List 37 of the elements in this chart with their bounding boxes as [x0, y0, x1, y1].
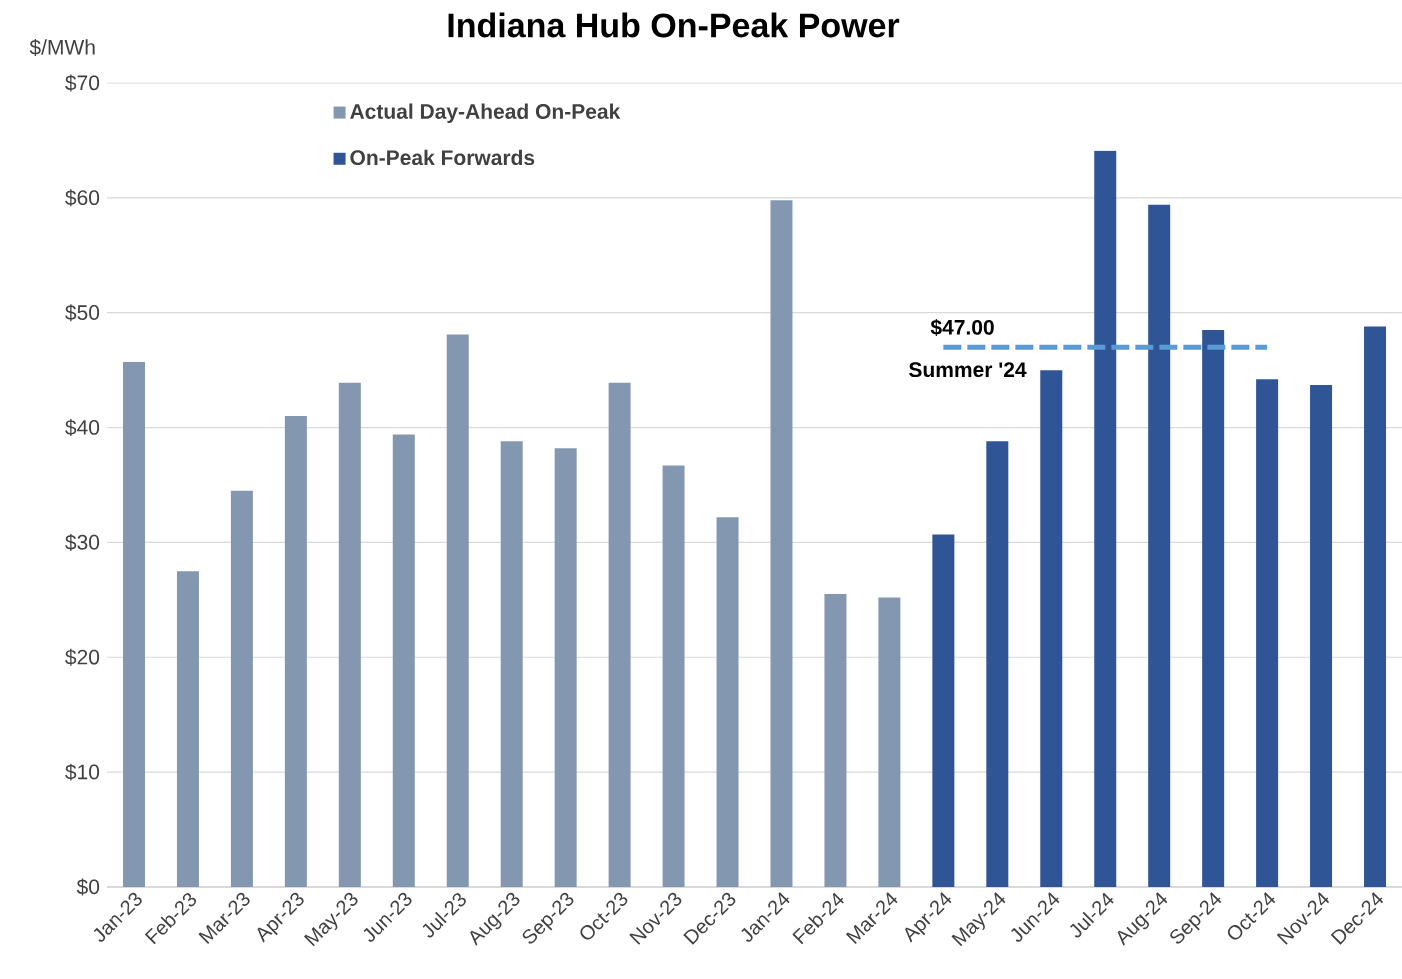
bar	[878, 597, 901, 887]
bar	[284, 416, 307, 887]
bar	[122, 362, 145, 887]
bar	[986, 441, 1009, 887]
bar	[716, 517, 739, 887]
bar	[608, 382, 631, 887]
bar	[770, 200, 793, 887]
bar	[1256, 379, 1279, 887]
y-tick-label: $60	[65, 189, 100, 207]
bar	[932, 534, 955, 887]
bar	[176, 571, 199, 887]
bar	[554, 448, 577, 887]
legend-label: On-Peak Forwards	[350, 149, 535, 166]
bar	[1364, 326, 1387, 887]
bar	[230, 490, 253, 887]
annotation: $47.00	[930, 318, 994, 337]
bar	[824, 594, 847, 887]
y-tick-label: $30	[65, 533, 100, 551]
y-tick-label: $10	[65, 763, 100, 781]
chart-title: Indiana Hub On-Peak Power	[448, 12, 900, 38]
bar	[392, 434, 415, 887]
y-axis-title: $/MWh	[29, 38, 95, 56]
bar	[1310, 385, 1333, 887]
y-tick-label: $70	[65, 74, 100, 92]
bar	[338, 382, 361, 887]
bar	[1202, 329, 1225, 887]
y-tick-label: $20	[65, 648, 100, 666]
bar	[446, 334, 469, 887]
bar	[1094, 150, 1117, 887]
bar	[662, 465, 685, 887]
annotation: Summer '24	[909, 362, 1027, 378]
bar	[1148, 204, 1171, 887]
legend-label: Actual Day-Ahead On-Peak	[350, 103, 621, 124]
y-tick-label: $40	[65, 419, 100, 437]
bar	[500, 441, 523, 887]
y-tick-label: $50	[65, 304, 100, 322]
bar	[1040, 370, 1063, 887]
